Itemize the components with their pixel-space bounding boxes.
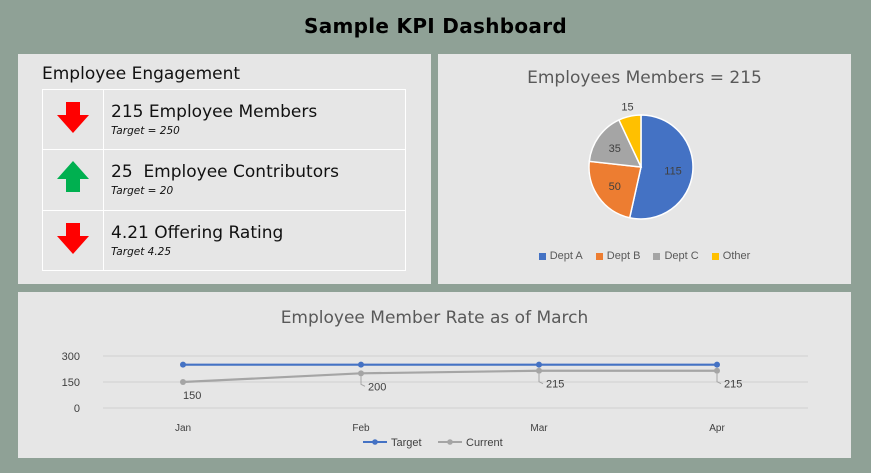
legend-item-dept-a: Dept A: [538, 250, 583, 262]
legend-item-other: Other: [711, 250, 750, 262]
kpi-target: Target = 250: [111, 125, 180, 138]
up-arrow-icon: [57, 161, 89, 193]
line-chart-title: Employee Member Rate as of March: [280, 308, 589, 328]
leader-line: [716, 373, 722, 385]
line-chart-panel: Employee Member Rate as of March 0 150 300…: [18, 292, 851, 458]
pie-chart-panel: Employees Members = 215 115 50 35 15 Dept A…: [438, 54, 851, 284]
kpi-table: 215 Employee Members Target = 250 25 Emp…: [42, 88, 406, 272]
kpi-target: Target 4.25: [111, 245, 172, 258]
kpi-value: 4.21 Offering Rating: [111, 222, 284, 243]
x-tick-label: Mar: [530, 423, 548, 434]
dashboard-title: Sample KPI Dashboard: [304, 14, 567, 38]
data-point-target: [536, 361, 542, 368]
data-label: 200: [368, 381, 386, 393]
data-point-current: [536, 367, 542, 374]
pie-slice-dept-a: [628, 114, 694, 220]
x-tick-label: Jan: [175, 423, 191, 434]
series-line-current: [182, 369, 717, 384]
legend-marker-current: [447, 439, 453, 445]
data-label: 215: [724, 379, 742, 391]
pie-legend: Dept A Dept B Dept C Other: [438, 250, 851, 262]
x-tick-label: Feb: [352, 423, 370, 434]
data-point-current: [714, 367, 720, 374]
leader-line: [360, 376, 366, 387]
pie-data-label: 35: [609, 143, 621, 155]
down-arrow-icon: [57, 102, 89, 134]
pie-data-label: 115: [664, 166, 682, 178]
pie-chart-title: Employees Members = 215: [527, 68, 762, 88]
engagement-title: Employee Engagement: [42, 64, 241, 84]
pie-data-label: 50: [609, 181, 621, 193]
kpi-value: 25 Employee Contributors: [111, 162, 339, 183]
data-label: 215: [546, 379, 564, 391]
x-tick-label: Apr: [709, 423, 725, 434]
leader-line: [538, 373, 544, 385]
legend-label-current: Current: [466, 437, 503, 449]
pie-slice-dept-b: [588, 160, 642, 219]
line-chart: 0 150 300 Jan Feb Mar Apr 150 200 215 215 Target Cur…: [62, 351, 808, 449]
data-point-current: [358, 370, 364, 377]
kpi-row: 215 Employee Members Target = 250: [42, 88, 406, 151]
engagement-panel: Employee Engagement 215 Employee Members…: [18, 54, 431, 284]
pie-data-label: 15: [621, 101, 633, 113]
y-tick-label: 150: [62, 377, 80, 389]
data-point-target: [358, 361, 364, 368]
legend-marker-target: [372, 439, 378, 445]
y-tick-label: 0: [74, 403, 80, 415]
legend-label-target: Target: [391, 437, 422, 449]
data-label: 150: [183, 390, 201, 402]
pie-chart: 115 50 35 15: [588, 101, 694, 220]
pie-slice-other: [617, 114, 642, 168]
legend-item-dept-b: Dept B: [595, 250, 640, 262]
kpi-row: 4.21 Offering Rating Target 4.25: [42, 209, 406, 272]
kpi-target: Target = 20: [111, 185, 174, 198]
kpi-value: 215 Employee Members: [111, 102, 318, 123]
data-point-current: [180, 379, 186, 385]
kpi-row: 25 Employee Contributors Target = 20: [42, 149, 406, 211]
pie-slice-dept-c: [588, 118, 643, 168]
data-point-target: [714, 361, 720, 368]
data-point-target: [180, 361, 186, 368]
legend-item-dept-c: Dept C: [653, 250, 699, 262]
y-tick-label: 300: [62, 351, 80, 363]
down-arrow-icon: [57, 222, 89, 254]
